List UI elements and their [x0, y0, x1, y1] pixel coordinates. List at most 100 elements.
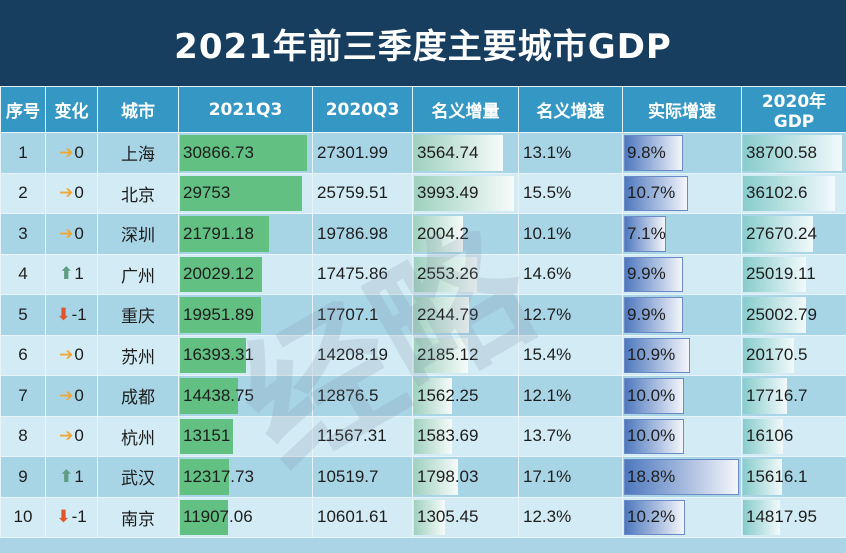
cell-gdp-2020: 15616.1: [741, 456, 846, 498]
cell-change: ➔ 0: [45, 213, 98, 255]
trend-down-arrow-icon: ⬇: [56, 304, 71, 324]
table-row[interactable]: 2 ➔ 0 北京 29753 25759.51 3993.49 15.5% 10.7% 36102…: [0, 172, 846, 214]
change-value: 1: [74, 264, 84, 284]
cell-value: 25019.11: [746, 264, 816, 284]
cell-value: 17475.86: [317, 264, 388, 284]
header-row: 序号 变化 城市 2021Q3 2020Q3 名义增量 名义增速 实际增速 20…: [0, 86, 846, 133]
cell-real-growth: 7.1%: [622, 213, 742, 255]
cell-2021q3: 14438.75: [178, 375, 313, 417]
cell-real-growth: 10.9%: [622, 334, 742, 376]
cell-value: 10519.7: [317, 466, 379, 486]
cell-change: ⬆ 1: [45, 253, 98, 295]
cell-nominal-growth: 14.6%: [518, 253, 623, 295]
col-header-rank[interactable]: 序号: [0, 86, 46, 133]
cell-value: 14817.95: [746, 507, 817, 527]
cell-nominal-growth: 17.1%: [518, 456, 623, 498]
data-bar-2021q3: [180, 499, 228, 535]
table-row[interactable]: 1 ➔ 0 上海 30866.73 27301.99 3564.74 13.1% 9.8% 387…: [0, 132, 846, 174]
cell-2021q3: 16393.31: [178, 334, 313, 376]
table-row[interactable]: 4 ⬆ 1 广州 20029.12 17475.86 2553.26 14.6% 9.9% 250…: [0, 253, 846, 295]
data-bar-2021q3: [180, 459, 230, 495]
cell-change: ⬆ 1: [45, 456, 98, 498]
col-header-2021q3[interactable]: 2021Q3: [178, 86, 313, 133]
data-bar-nominal-increase: [414, 459, 458, 495]
cell-value: 13.1%: [523, 142, 572, 162]
data-bar-gdp-2020: [743, 175, 836, 211]
col-header-gdp-2020[interactable]: 2020年GDP: [741, 86, 846, 133]
data-bar-real-growth: [624, 256, 684, 292]
col-header-city[interactable]: 城市: [97, 86, 179, 133]
cell-value: 1798.03: [417, 466, 479, 486]
table-row[interactable]: 3 ➔ 0 深圳 21791.18 19786.98 2004.2 10.1% 7.1% 2767…: [0, 213, 846, 255]
cell-change: ➔ 0: [45, 334, 98, 376]
cell-value: 9.9%: [627, 264, 666, 284]
rank-value: 8: [18, 426, 28, 446]
cell-change: ➔ 0: [45, 415, 98, 457]
cell-nominal-growth: 13.1%: [518, 132, 623, 174]
table-row[interactable]: 5 ⬇ -1 重庆 19951.89 17707.1 2244.79 12.7% 9.9% 250…: [0, 294, 846, 336]
cell-value: 10.0%: [627, 385, 676, 405]
cell-2020q3: 19786.98: [312, 213, 413, 255]
data-bar-nominal-increase: [414, 418, 453, 454]
data-bar-gdp-2020: [743, 418, 784, 454]
col-header-change[interactable]: 变化: [45, 86, 98, 133]
cell-nominal-increase: 2185.12: [412, 334, 519, 376]
cell-real-growth: 10.7%: [622, 172, 742, 214]
city-name: 深圳: [121, 226, 155, 247]
cell-2021q3: 20029.12: [178, 253, 313, 295]
data-bar-real-growth: [624, 337, 690, 373]
cell-gdp-2020: 20170.5: [741, 334, 846, 376]
cell-rank: 5: [0, 294, 46, 336]
table-row[interactable]: 7 ➔ 0 成都 14438.75 12876.5 1562.25 12.1% 10.0% 177…: [0, 375, 846, 417]
city-name: 北京: [121, 185, 155, 206]
cell-real-growth: 10.0%: [622, 375, 742, 417]
cell-change: ⬇ -1: [45, 294, 98, 336]
trend-flat-arrow-icon: ➔: [59, 345, 74, 365]
cell-value: 38700.58: [746, 142, 817, 162]
cell-nominal-growth: 12.1%: [518, 375, 623, 417]
trend-up-arrow-icon: ⬆: [59, 466, 74, 486]
cell-nominal-increase: 1305.45: [412, 496, 519, 538]
data-bar-nominal-increase: [414, 216, 464, 252]
cell-nominal-increase: 2004.2: [412, 213, 519, 255]
change-value: 0: [74, 385, 84, 405]
cell-value: 19951.89: [183, 304, 254, 324]
cell-real-growth: 10.2%: [622, 496, 742, 538]
cell-rank: 7: [0, 375, 46, 417]
cell-nominal-increase: 2244.79: [412, 294, 519, 336]
cell-value: 2244.79: [417, 304, 479, 324]
cell-change: ➔ 0: [45, 375, 98, 417]
cell-value: 25002.79: [746, 304, 817, 324]
cell-value: 10.7%: [627, 183, 676, 203]
table-row[interactable]: 10 ⬇ -1 南京 11907.06 10601.61 1305.45 12.3% 10.2%…: [0, 496, 846, 538]
trend-flat-arrow-icon: ➔: [59, 385, 74, 405]
cell-value: 25759.51: [317, 183, 388, 203]
col-header-real-growth[interactable]: 实际增速: [622, 86, 742, 133]
cell-nominal-growth: 12.7%: [518, 294, 623, 336]
col-header-nominal-growth[interactable]: 名义增速: [518, 86, 623, 133]
table-row[interactable]: 8 ➔ 0 杭州 13151 11567.31 1583.69 13.7% 10.0% 16106: [0, 415, 846, 457]
change-value: 1: [74, 466, 84, 486]
data-bar-gdp-2020: [743, 499, 780, 535]
cell-value: 10.0%: [627, 426, 676, 446]
cell-2021q3: 29753: [178, 172, 313, 214]
cell-value: 15616.1: [746, 466, 808, 486]
cell-2020q3: 14208.19: [312, 334, 413, 376]
data-bar-nominal-increase: [414, 499, 446, 535]
cell-value: 27670.24: [746, 223, 817, 243]
cell-nominal-increase: 3564.74: [412, 132, 519, 174]
table-row[interactable]: 6 ➔ 0 苏州 16393.31 14208.19 2185.12 15.4% 10.9% 20…: [0, 334, 846, 376]
table-row[interactable]: 9 ⬆ 1 武汉 12317.73 10519.7 1798.03 17.1% 18.8% 156…: [0, 456, 846, 498]
cell-change: ⬇ -1: [45, 496, 98, 538]
cell-real-growth: 10.0%: [622, 415, 742, 457]
col-header-nominal-increase[interactable]: 名义增量: [412, 86, 519, 133]
city-name: 武汉: [121, 469, 155, 490]
city-name: 苏州: [121, 347, 155, 368]
cell-change: ➔ 0: [45, 132, 98, 174]
cell-2021q3: 21791.18: [178, 213, 313, 255]
cell-value: 15.5%: [523, 183, 572, 203]
col-header-2020q3[interactable]: 2020Q3: [312, 86, 413, 133]
data-bar-real-growth: [624, 297, 684, 333]
cell-value: 18.8%: [627, 466, 676, 486]
data-bar-real-growth: [624, 418, 685, 454]
